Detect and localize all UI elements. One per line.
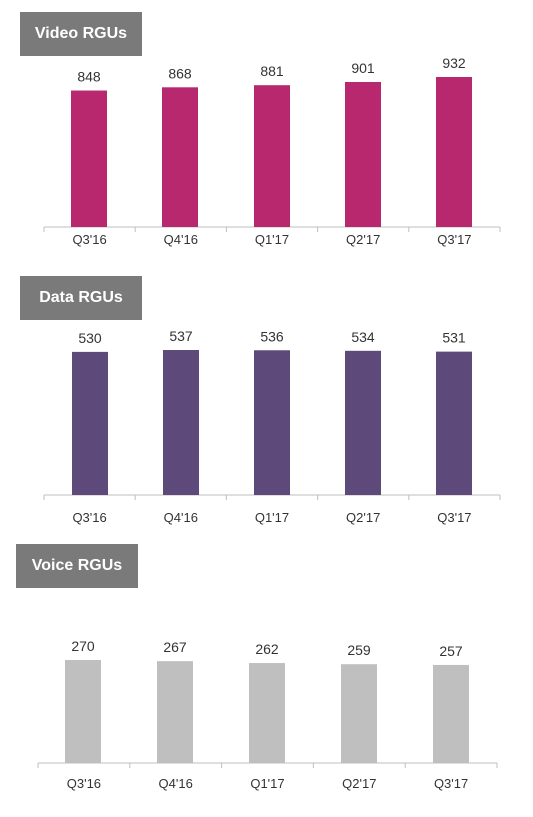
- bar: [163, 350, 199, 495]
- data-label: 534: [351, 329, 375, 345]
- bar: [162, 87, 198, 227]
- data-rgus-plot: 530 Q3'16 537 Q4'16 536 Q1'17 534 Q2'17 531 Q3'17: [43, 328, 501, 525]
- data-label: 536: [260, 328, 284, 344]
- chart-title: Voice RGUs: [16, 544, 138, 588]
- x-tick-label: Q1'17: [255, 510, 289, 525]
- bar: [65, 660, 101, 763]
- data-label: 881: [260, 63, 284, 79]
- video-rgus-chart: Video RGUs 848 Q3'16 868 Q4'16 881 Q1'17 901 Q2…: [0, 0, 533, 270]
- x-tick-label: Q3'17: [437, 232, 471, 247]
- bar: [436, 77, 472, 227]
- data-label: 537: [169, 328, 193, 344]
- x-tick-label: Q2'17: [346, 232, 380, 247]
- bar: [254, 85, 290, 227]
- data-label: 531: [442, 330, 466, 346]
- data-label: 530: [78, 330, 102, 346]
- x-tick-label: Q4'16: [164, 232, 198, 247]
- video-rgus-plot: 848 Q3'16 868 Q4'16 881 Q1'17 901 Q2'17 932 Q3'17: [43, 55, 501, 247]
- data-label: 848: [77, 69, 101, 85]
- x-tick-label: Q3'17: [434, 776, 468, 791]
- bar: [249, 663, 285, 763]
- x-tick-label: Q2'17: [346, 510, 380, 525]
- x-tick-label: Q4'16: [159, 776, 193, 791]
- data-label: 262: [255, 641, 279, 657]
- x-tick-label: Q2'17: [342, 776, 376, 791]
- chart-title: Data RGUs: [20, 276, 142, 320]
- bar: [345, 350, 381, 495]
- x-tick-label: Q3'16: [72, 232, 106, 247]
- x-tick-label: Q3'16: [72, 510, 106, 525]
- data-label: 868: [168, 65, 192, 81]
- data-label: 259: [347, 642, 371, 658]
- bar: [157, 661, 193, 763]
- bar: [254, 350, 290, 495]
- x-tick-label: Q3'16: [67, 776, 101, 791]
- bar: [436, 351, 472, 495]
- chart-title: Video RGUs: [20, 12, 142, 56]
- data-label: 257: [439, 643, 463, 659]
- bar: [72, 351, 108, 495]
- bar: [433, 664, 469, 763]
- data-label: 932: [442, 55, 466, 71]
- data-label: 267: [163, 639, 187, 655]
- x-tick-label: Q4'16: [164, 510, 198, 525]
- bar: [71, 90, 107, 227]
- data-label: 270: [71, 638, 95, 654]
- x-tick-label: Q1'17: [255, 232, 289, 247]
- data-rgus-chart: Data RGUs 530 Q3'16 537 Q4'16 536 Q1'17 534 Q2'…: [20, 276, 501, 525]
- data-label: 901: [351, 60, 375, 76]
- bar: [341, 664, 377, 763]
- x-tick-label: Q1'17: [250, 776, 284, 791]
- x-tick-label: Q3'17: [437, 510, 471, 525]
- bar: [345, 81, 381, 227]
